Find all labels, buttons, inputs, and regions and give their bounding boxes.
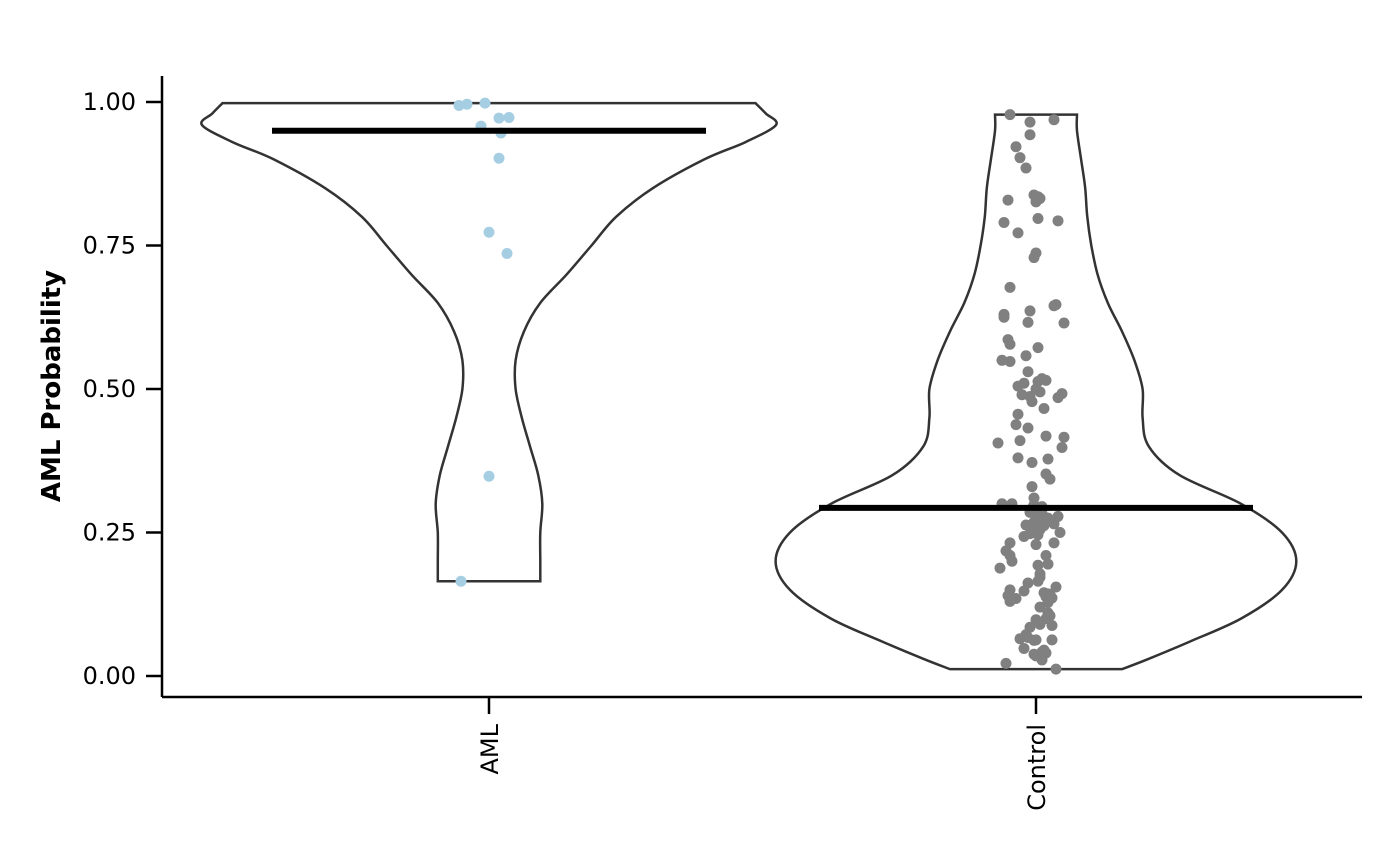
data-point	[493, 152, 505, 164]
data-point	[479, 97, 491, 109]
y-ticks: 0.00 0.25 0.50 0.75 1.00	[83, 88, 162, 690]
x-tick-label: Control	[1023, 724, 1051, 811]
data-point	[1002, 194, 1014, 206]
data-point	[1026, 481, 1038, 493]
data-point	[1018, 531, 1030, 543]
data-point	[455, 575, 467, 587]
x-ticks: AML Control	[476, 697, 1051, 811]
data-point	[483, 470, 495, 482]
data-point	[453, 99, 465, 111]
data-point	[1026, 456, 1038, 468]
data-point	[1034, 601, 1046, 613]
data-point	[1012, 408, 1024, 420]
y-tick-label: 0.00	[83, 662, 136, 690]
data-point	[483, 226, 495, 238]
data-point	[1030, 539, 1042, 551]
data-point	[1038, 403, 1050, 415]
y-tick-label: 1.00	[83, 88, 136, 116]
plot-area	[200, 97, 1298, 675]
data-point	[1046, 634, 1058, 646]
y-tick-label: 0.50	[83, 375, 136, 403]
data-point	[1004, 109, 1016, 121]
data-point	[501, 248, 513, 260]
data-point	[1032, 342, 1044, 354]
data-point	[1020, 350, 1032, 362]
data-point	[1020, 162, 1032, 174]
data-point	[994, 562, 1006, 574]
data-point	[992, 437, 1004, 449]
data-point	[1050, 663, 1062, 675]
data-point	[1050, 581, 1062, 593]
data-point	[1032, 559, 1044, 571]
data-point	[1014, 435, 1026, 447]
data-point	[1032, 529, 1044, 541]
data-point	[1044, 473, 1056, 485]
data-point	[1048, 114, 1060, 126]
data-point	[1004, 338, 1016, 350]
violin-control	[774, 113, 1298, 671]
data-point	[1024, 129, 1036, 141]
data-point	[1018, 642, 1030, 654]
data-point	[1014, 633, 1026, 645]
data-point	[1052, 392, 1064, 404]
data-point	[1022, 422, 1034, 434]
data-point	[1024, 116, 1036, 128]
data-point	[1004, 595, 1016, 607]
data-point	[1046, 619, 1058, 631]
data-point	[1012, 452, 1024, 464]
data-point	[1030, 196, 1042, 208]
data-point	[1032, 213, 1044, 225]
data-point	[1018, 585, 1030, 597]
data-point	[1052, 215, 1064, 227]
data-point	[1000, 657, 1012, 669]
data-point	[1034, 386, 1046, 398]
data-point	[1024, 305, 1036, 317]
data-point	[1054, 527, 1066, 538]
data-point	[998, 311, 1010, 323]
data-point	[1012, 227, 1024, 239]
data-point	[1012, 380, 1024, 392]
data-point	[1042, 597, 1054, 609]
data-point	[1034, 618, 1046, 630]
data-point	[1058, 431, 1070, 443]
data-point	[1028, 252, 1040, 264]
data-point	[1032, 575, 1044, 587]
data-point	[1036, 654, 1048, 666]
data-point	[1010, 141, 1022, 153]
data-point	[1010, 419, 1022, 431]
data-point	[1042, 558, 1054, 570]
data-point	[1040, 549, 1052, 561]
data-point	[1056, 442, 1068, 454]
data-point	[1004, 355, 1016, 367]
axes: 0.00 0.25 0.50 0.75 1.00 AML Control	[83, 76, 1362, 811]
data-point	[1028, 634, 1040, 646]
y-tick-label: 0.25	[83, 519, 136, 547]
data-point	[1004, 281, 1016, 293]
data-point	[1042, 453, 1054, 465]
data-point	[1040, 430, 1052, 442]
y-axis-title: AML Probability	[37, 270, 67, 502]
x-tick-label: AML	[476, 723, 504, 774]
data-point	[1048, 518, 1060, 530]
data-point	[1014, 152, 1026, 164]
data-point	[1058, 317, 1070, 329]
data-point	[1026, 396, 1038, 408]
data-point	[493, 112, 505, 124]
violin-aml	[200, 101, 778, 583]
data-point	[1006, 555, 1018, 567]
data-point	[1048, 537, 1060, 549]
data-point	[1048, 300, 1060, 312]
data-point	[503, 111, 515, 123]
data-point	[1022, 366, 1034, 378]
data-point	[1022, 316, 1034, 328]
y-tick-label: 0.75	[83, 232, 136, 260]
data-point	[998, 217, 1010, 229]
